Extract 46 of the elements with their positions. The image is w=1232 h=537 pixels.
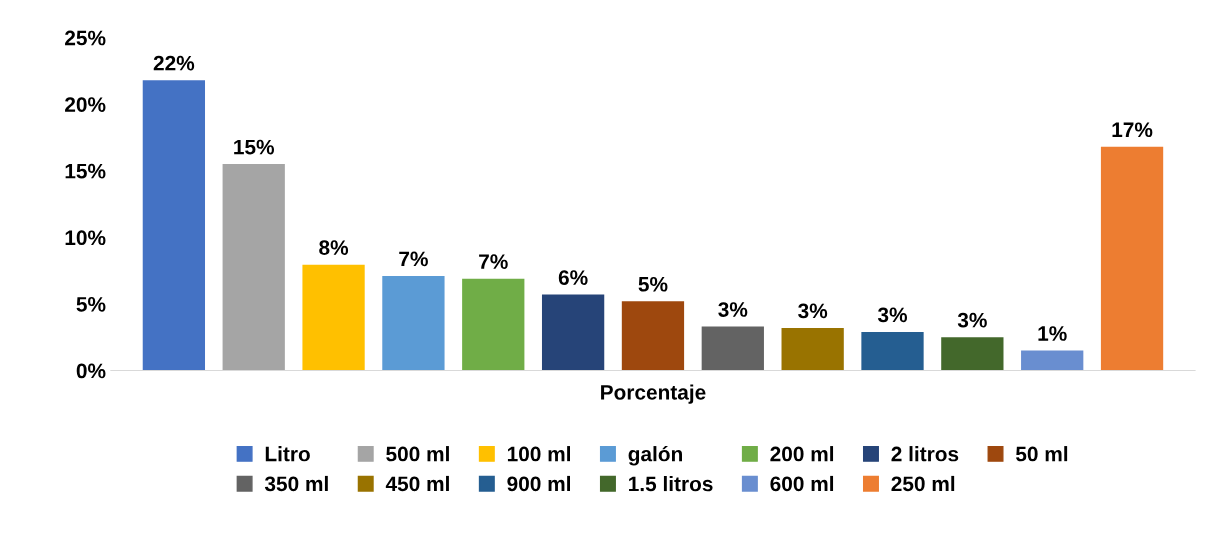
legend-label: 600 ml [770,475,834,492]
bar [781,327,844,371]
data-label: 15% [234,139,275,155]
legend-label: galón [628,445,682,466]
data-label: 6% [558,270,588,285]
legend-label: 350 ml [264,475,328,492]
y-tick-label: 0% [76,363,106,379]
y-tick-label: 15% [65,163,106,179]
data-label: 7% [399,251,428,267]
bar [701,326,764,371]
legend-label: 1.5 litros [629,475,713,492]
data-label: 5% [638,276,668,292]
bar [541,294,605,371]
y-tick-label: 5% [76,297,106,312]
data-label: 3% [718,302,748,317]
bar [222,164,285,371]
legend-label: 2 litros [891,446,959,462]
y-tick-label: 20% [65,97,106,112]
data-label: 17% [1112,122,1153,138]
legend-label: 250 ml [891,475,955,492]
legend-label: Litro [265,446,310,462]
data-label: 3% [957,312,987,328]
bar [621,301,685,371]
legend-label: 100 ml [507,446,571,462]
bar [462,278,525,371]
data-label: 8% [319,240,349,255]
bar [1021,350,1084,371]
bar [861,331,924,371]
data-label: 7% [479,254,508,269]
bar [941,337,1004,371]
bar [382,275,445,371]
x-tick-label: Porcentaje [601,384,706,404]
bar [1100,146,1164,371]
data-label: 3% [877,307,908,323]
data-label: 22% [153,55,195,71]
bar [142,80,206,371]
legend-label: 500 ml [386,446,449,462]
legend-label: 50 ml [1015,446,1068,462]
legend-label: 900 ml [507,475,571,492]
data-label: 3% [798,303,828,319]
y-tick-label: 10% [65,230,106,246]
y-tick-label: 25% [65,30,106,46]
bar [302,264,365,371]
legend-label: 450 ml [385,475,449,492]
data-label: 1% [1038,326,1067,341]
legend-label: 200 ml [770,446,834,462]
